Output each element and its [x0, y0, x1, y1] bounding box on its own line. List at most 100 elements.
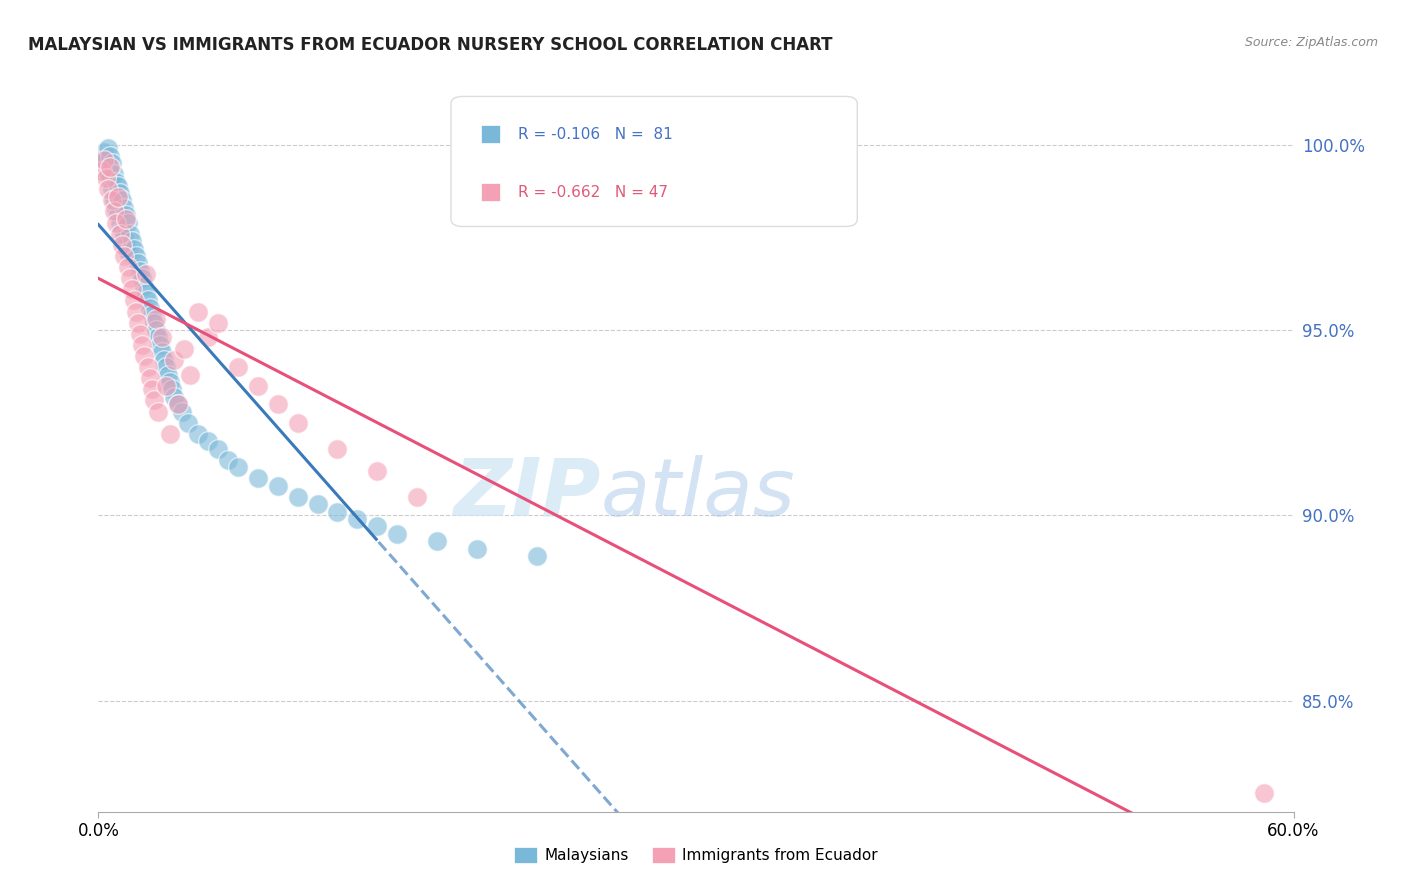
Point	[159, 426, 181, 441]
Point	[150, 330, 173, 344]
Point	[101, 194, 124, 208]
Legend: Malaysians, Immigrants from Ecuador: Malaysians, Immigrants from Ecuador	[508, 841, 884, 869]
Point	[110, 186, 132, 200]
Text: ZIP: ZIP	[453, 455, 600, 533]
Point	[96, 153, 118, 167]
Point	[217, 452, 239, 467]
Point	[124, 242, 146, 256]
Point	[101, 182, 124, 196]
Point	[346, 512, 368, 526]
Point	[105, 175, 128, 189]
Point	[131, 338, 153, 352]
Point	[246, 378, 269, 392]
Point	[155, 360, 177, 375]
Point	[141, 308, 163, 322]
Point	[121, 282, 143, 296]
Point	[197, 330, 219, 344]
Point	[385, 526, 409, 541]
Point	[155, 378, 177, 392]
Point	[179, 368, 201, 382]
Point	[115, 237, 138, 252]
Point	[120, 227, 142, 241]
Text: MALAYSIAN VS IMMIGRANTS FROM ECUADOR NURSERY SCHOOL CORRELATION CHART: MALAYSIAN VS IMMIGRANTS FROM ECUADOR NUR…	[28, 36, 832, 54]
Point	[139, 301, 162, 315]
Point	[141, 382, 163, 396]
Point	[115, 208, 138, 222]
Point	[197, 434, 219, 449]
Point	[110, 227, 132, 241]
Point	[307, 497, 329, 511]
Point	[105, 201, 128, 215]
Point	[287, 416, 309, 430]
Point	[91, 156, 114, 170]
Point	[226, 360, 249, 375]
FancyBboxPatch shape	[451, 96, 858, 227]
Point	[112, 230, 135, 244]
Point	[97, 163, 120, 178]
Point	[226, 460, 249, 475]
Point	[150, 345, 173, 359]
Point	[366, 464, 388, 478]
Point	[112, 249, 135, 263]
Point	[117, 260, 139, 274]
Point	[207, 442, 229, 456]
Point	[117, 216, 139, 230]
Point	[121, 234, 143, 248]
Point	[111, 223, 134, 237]
Point	[103, 204, 125, 219]
Point	[136, 360, 159, 375]
Point	[103, 194, 125, 208]
Point	[134, 349, 156, 363]
Point	[129, 264, 152, 278]
Text: R = -0.106   N =  81: R = -0.106 N = 81	[517, 127, 672, 142]
Point	[326, 442, 349, 456]
Point	[103, 168, 125, 182]
Point	[173, 342, 195, 356]
Point	[117, 245, 139, 260]
Point	[93, 145, 115, 160]
Point	[143, 393, 166, 408]
Point	[98, 149, 122, 163]
Point	[246, 471, 269, 485]
Point	[107, 189, 129, 203]
Point	[465, 541, 488, 556]
Point	[177, 416, 200, 430]
Point	[167, 397, 190, 411]
Point	[105, 216, 128, 230]
Point	[207, 316, 229, 330]
Point	[145, 323, 167, 337]
Point	[139, 371, 162, 385]
Point	[167, 397, 190, 411]
Point	[91, 163, 114, 178]
Point	[1253, 786, 1275, 800]
Point	[134, 278, 156, 293]
Point	[287, 490, 309, 504]
Point	[111, 237, 134, 252]
Point	[148, 330, 170, 344]
Point	[149, 338, 172, 352]
Point	[157, 368, 180, 382]
Point	[148, 404, 170, 418]
Point	[526, 549, 548, 563]
Bar	[481, 183, 499, 202]
Point	[145, 312, 167, 326]
Point	[143, 316, 166, 330]
Point	[97, 141, 120, 155]
Point	[125, 249, 148, 263]
Point	[326, 505, 349, 519]
Point	[110, 216, 132, 230]
Point	[406, 490, 429, 504]
Point	[160, 382, 183, 396]
Point	[107, 178, 129, 193]
Point	[127, 316, 149, 330]
Point	[172, 404, 194, 418]
Point	[97, 182, 120, 196]
Point	[153, 352, 176, 367]
Point	[159, 375, 181, 389]
Bar	[481, 126, 499, 144]
Point	[124, 293, 146, 308]
Point	[131, 271, 153, 285]
Point	[163, 390, 186, 404]
Text: atlas: atlas	[600, 455, 796, 533]
Point	[135, 268, 157, 282]
